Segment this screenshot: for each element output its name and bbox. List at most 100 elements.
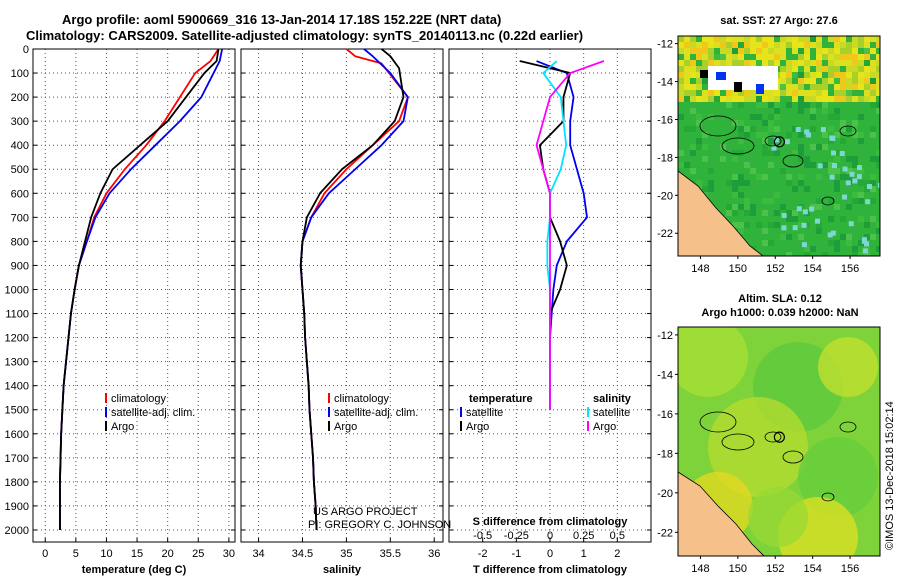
sst-cell: [798, 48, 804, 54]
sst-cell: [726, 180, 732, 186]
sst-cell-warm: [828, 48, 834, 54]
sst-cell-warm: [816, 72, 822, 78]
sst-cell: [732, 204, 738, 210]
sst-cell: [744, 222, 750, 228]
sst-cell-warm: [792, 96, 798, 102]
sst-cell: [786, 210, 792, 216]
sst-cell-cool: [801, 242, 807, 248]
sst-cell: [858, 198, 864, 204]
sst-cell-warm: [840, 60, 846, 66]
sst-cell: [744, 204, 750, 210]
sst-cell-warm: [684, 36, 690, 42]
sst-cell: [846, 186, 852, 192]
sst-cell: [804, 186, 810, 192]
sst-cell: [870, 132, 876, 138]
y-tick-label: 1200: [5, 333, 29, 345]
sst-cell-cool: [773, 137, 779, 143]
sst-cell-cool: [820, 127, 826, 133]
sst-cell: [846, 204, 852, 210]
sst-cell: [744, 210, 750, 216]
sst-cell-warm: [696, 48, 702, 54]
sst-cell: [768, 126, 774, 132]
sst-cell-warm: [690, 72, 696, 78]
sst-cell: [732, 180, 738, 186]
sst-cell-warm: [876, 72, 880, 78]
sst-cell: [738, 138, 744, 144]
sst-cell: [858, 234, 864, 240]
sst-cell-warm: [816, 42, 822, 48]
sst-cell-warm: [744, 60, 750, 66]
sst-cell: [714, 96, 720, 102]
sst-cell-warm: [804, 54, 810, 60]
sst-cell: [726, 102, 732, 108]
sst-cell: [738, 150, 744, 156]
sst-cell: [846, 168, 852, 174]
sla-map: -12 -14 -16 -18 -20 -22 148 150 152 154 156: [657, 326, 881, 575]
sst-cell: [798, 66, 804, 72]
sst-cell-warm: [864, 84, 870, 90]
sst-cell: [768, 198, 774, 204]
y-tick-label: 400: [11, 140, 29, 152]
sst-cell-warm: [858, 36, 864, 42]
sst-cell-warm: [822, 84, 828, 90]
legend-temperature-title: temperature: [469, 393, 533, 405]
series-climatology: [59, 48, 220, 530]
sst-cell-warm: [834, 48, 840, 54]
sst-cell-warm: [696, 96, 702, 102]
sst-cell-warm: [744, 96, 750, 102]
sst-cell: [816, 228, 822, 234]
sst-cell: [876, 222, 880, 228]
sst-cell-warm: [756, 48, 762, 54]
sst-cell: [828, 180, 834, 186]
sst-cell: [804, 168, 810, 174]
sst-cell-warm: [804, 66, 810, 72]
sst-cell-warm: [864, 96, 870, 102]
sst-cell-warm: [858, 84, 864, 90]
sst-cell: [744, 198, 750, 204]
sst-cell-warm: [768, 42, 774, 48]
sst-cell-warm: [864, 66, 870, 72]
sst-cell-cool: [792, 225, 798, 231]
map-x-tick-label: 150: [729, 263, 747, 275]
sst-cell: [870, 54, 876, 60]
sst-cell-cool: [809, 206, 815, 212]
sst-cell: [684, 96, 690, 102]
sst-cell-cool: [845, 180, 851, 186]
watermark: ©IMOS 13-Dec-2018 15:02:14: [884, 401, 896, 550]
x-tick-label: 20: [162, 548, 174, 560]
sst-cell-warm: [810, 96, 816, 102]
reef-outline: [721, 433, 755, 451]
sst-cell-warm: [810, 60, 816, 66]
sst-cell-warm: [846, 96, 852, 102]
sst-cell: [828, 162, 834, 168]
sst-cell: [750, 180, 756, 186]
sst-cell-warm: [792, 60, 798, 66]
sst-cell: [822, 246, 828, 252]
sst-cell: [864, 234, 870, 240]
sst-cell: [858, 240, 864, 246]
sst-cell: [714, 54, 720, 60]
map-y-tick-label: -12: [657, 39, 673, 51]
sla-map-title-line2: Argo h1000: 0.039 h2000: NaN: [701, 307, 858, 319]
x-tick-label: 0: [42, 548, 48, 560]
series-argo: [299, 48, 405, 531]
sst-cell-warm: [798, 90, 804, 96]
y-tick-label: 1400: [5, 381, 29, 393]
sst-cell: [828, 126, 834, 132]
sst-cell: [816, 222, 822, 228]
sst-cell: [798, 102, 804, 108]
sst-cell-warm: [774, 96, 780, 102]
sst-cell: [768, 240, 774, 246]
x-tick-label: 0: [547, 548, 553, 560]
sst-cell-warm: [858, 96, 864, 102]
sst-cell: [744, 126, 750, 132]
sst-cell-cool: [795, 126, 801, 132]
series-s-satellite: [542, 60, 568, 410]
sst-cell-warm: [684, 48, 690, 54]
sst-cell-warm: [828, 96, 834, 102]
sst-cell-warm: [738, 36, 744, 42]
sst-cell-warm: [852, 78, 858, 84]
sst-cell-cool: [848, 221, 854, 227]
sst-cell-warm: [780, 54, 786, 60]
legend-salinity-title: salinity: [593, 393, 632, 405]
